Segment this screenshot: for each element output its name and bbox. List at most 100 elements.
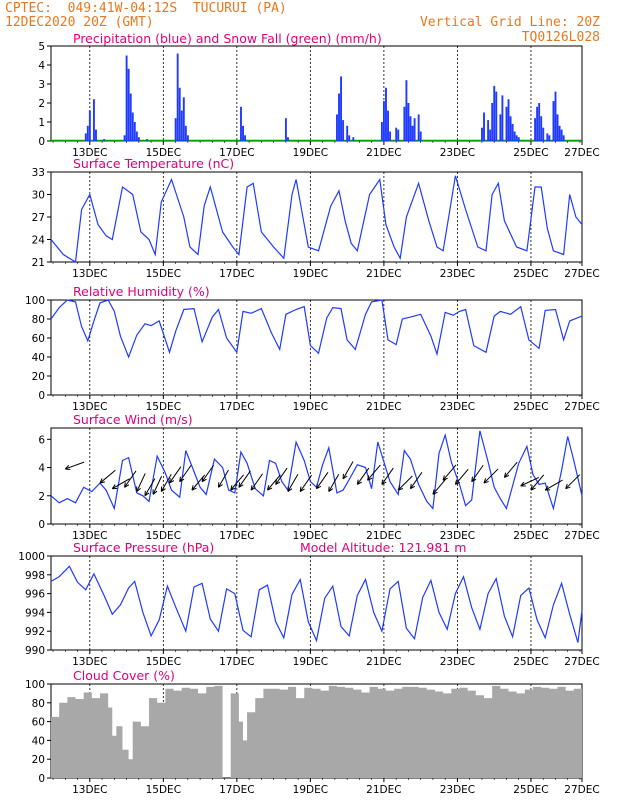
x-tick-label: 13DEC xyxy=(72,656,107,668)
wind-arrow-head xyxy=(267,485,273,491)
wind-arrow xyxy=(169,466,182,484)
y-tick-label: 4 xyxy=(38,60,45,72)
x-tick-label: 17DEC xyxy=(219,401,254,413)
y-tick-label: 1 xyxy=(38,117,45,129)
y-tick-label: 27 xyxy=(32,212,45,224)
precip-bar xyxy=(131,112,134,141)
wind-arrow-head xyxy=(238,482,244,488)
wind-arrow-head xyxy=(287,486,293,492)
precip-bar xyxy=(284,118,287,141)
series-line xyxy=(50,175,583,264)
panel-annotation: Model Altitude: 121.981 m xyxy=(300,540,466,555)
y-tick-label: 2 xyxy=(38,491,45,503)
wind-arrow xyxy=(544,479,563,491)
precip-bar xyxy=(558,125,561,141)
wind-arrow xyxy=(442,464,457,481)
wind-arrow xyxy=(356,467,370,485)
y-tick-label: 80 xyxy=(32,314,45,326)
x-tick-label: 15DEC xyxy=(146,656,181,668)
x-tick-label: 17DEC xyxy=(219,784,254,796)
wind-arrow xyxy=(230,474,244,491)
x-tick-label: 15DEC xyxy=(146,268,181,280)
x-tick-label: 27DEC xyxy=(564,530,599,542)
y-tick-label: 5 xyxy=(38,41,45,53)
x-tick-label: 27DEC xyxy=(564,147,599,159)
y-tick-label: 998 xyxy=(25,570,45,582)
date-header: 12DEC2020 20Z (GMT) xyxy=(5,15,154,30)
precip-bar xyxy=(489,129,492,141)
y-tick-label: 40 xyxy=(32,352,45,364)
station-header: CPTEC: 049:41W-04:12S TUCURUI (PA) xyxy=(5,1,287,16)
precip-bar xyxy=(517,137,520,141)
y-tick-label: 0 xyxy=(38,519,45,531)
wind-arrow-head xyxy=(409,483,416,490)
cloud-cover-area xyxy=(51,685,582,778)
wind-arrow-head xyxy=(544,485,551,491)
precip-bar xyxy=(411,125,414,141)
precip-bar xyxy=(501,95,504,141)
precip-bar xyxy=(176,53,179,141)
precip-bar xyxy=(413,118,416,141)
wind-arrow-head xyxy=(432,489,438,495)
panel-title: Relative Humidity (%) xyxy=(73,284,210,299)
y-tick-label: 24 xyxy=(32,235,46,247)
wind-arrow xyxy=(454,468,469,485)
precip-bar xyxy=(180,110,183,141)
series-line xyxy=(50,565,583,643)
wind-arrow-head xyxy=(144,490,150,497)
wind-arrow xyxy=(267,474,281,491)
wind-arrow-head xyxy=(168,478,175,484)
y-tick-label: 100 xyxy=(25,295,45,307)
precip-bar xyxy=(133,122,136,141)
precip-bar xyxy=(387,110,389,141)
wind-arrow-head xyxy=(136,486,141,492)
precip-bar xyxy=(513,131,516,141)
wind-arrow-head xyxy=(381,479,387,485)
wind-arrow xyxy=(287,473,299,492)
precip-bar xyxy=(540,116,543,141)
wind-arrow-head xyxy=(342,473,348,480)
precip-bar xyxy=(244,135,247,141)
precip-bar xyxy=(242,125,244,141)
x-tick-label: 21DEC xyxy=(366,530,401,542)
x-tick-label: 23DEC xyxy=(440,401,475,413)
precip-bar xyxy=(129,93,132,141)
grid-note: Vertical Grid Line: 20Z xyxy=(419,15,600,30)
precip-bar xyxy=(182,97,185,141)
wind-arrow xyxy=(201,464,215,482)
y-tick-label: 20 xyxy=(32,754,45,766)
series-line xyxy=(50,430,583,511)
precip-bar xyxy=(287,137,289,141)
y-tick-label: 20 xyxy=(32,371,45,383)
wind-arrow xyxy=(144,478,156,497)
y-tick-label: 100 xyxy=(25,679,45,691)
precip-bar xyxy=(552,101,555,141)
x-tick-label: 19DEC xyxy=(293,401,328,413)
precip-bar xyxy=(86,125,89,141)
wind-arrow xyxy=(397,475,413,491)
y-tick-label: 40 xyxy=(32,735,45,747)
x-tick-label: 15DEC xyxy=(146,147,181,159)
x-tick-label: 25DEC xyxy=(513,784,548,796)
precip-bar xyxy=(135,131,138,141)
wind-arrow-head xyxy=(160,486,166,492)
wind-arrow xyxy=(483,468,499,484)
wind-arrow-head xyxy=(316,483,322,490)
wind-arrow-head xyxy=(191,485,197,491)
x-tick-label: 21DEC xyxy=(366,784,401,796)
x-tick-label: 13DEC xyxy=(72,147,107,159)
precip-bar xyxy=(509,116,512,141)
wind-arrow xyxy=(520,476,540,487)
wind-arrow xyxy=(342,461,354,480)
wind-arrow-head xyxy=(230,485,236,491)
precip-bar xyxy=(137,137,140,141)
x-tick-label: 19DEC xyxy=(293,530,328,542)
precip-bar xyxy=(146,139,148,141)
x-tick-label: 25DEC xyxy=(513,656,548,668)
precip-bar xyxy=(417,114,420,141)
precip-bar xyxy=(125,55,128,141)
precip-bar xyxy=(507,99,510,141)
precip-bar xyxy=(493,85,496,141)
precip-bar xyxy=(542,127,545,141)
precip-bar xyxy=(88,110,91,141)
